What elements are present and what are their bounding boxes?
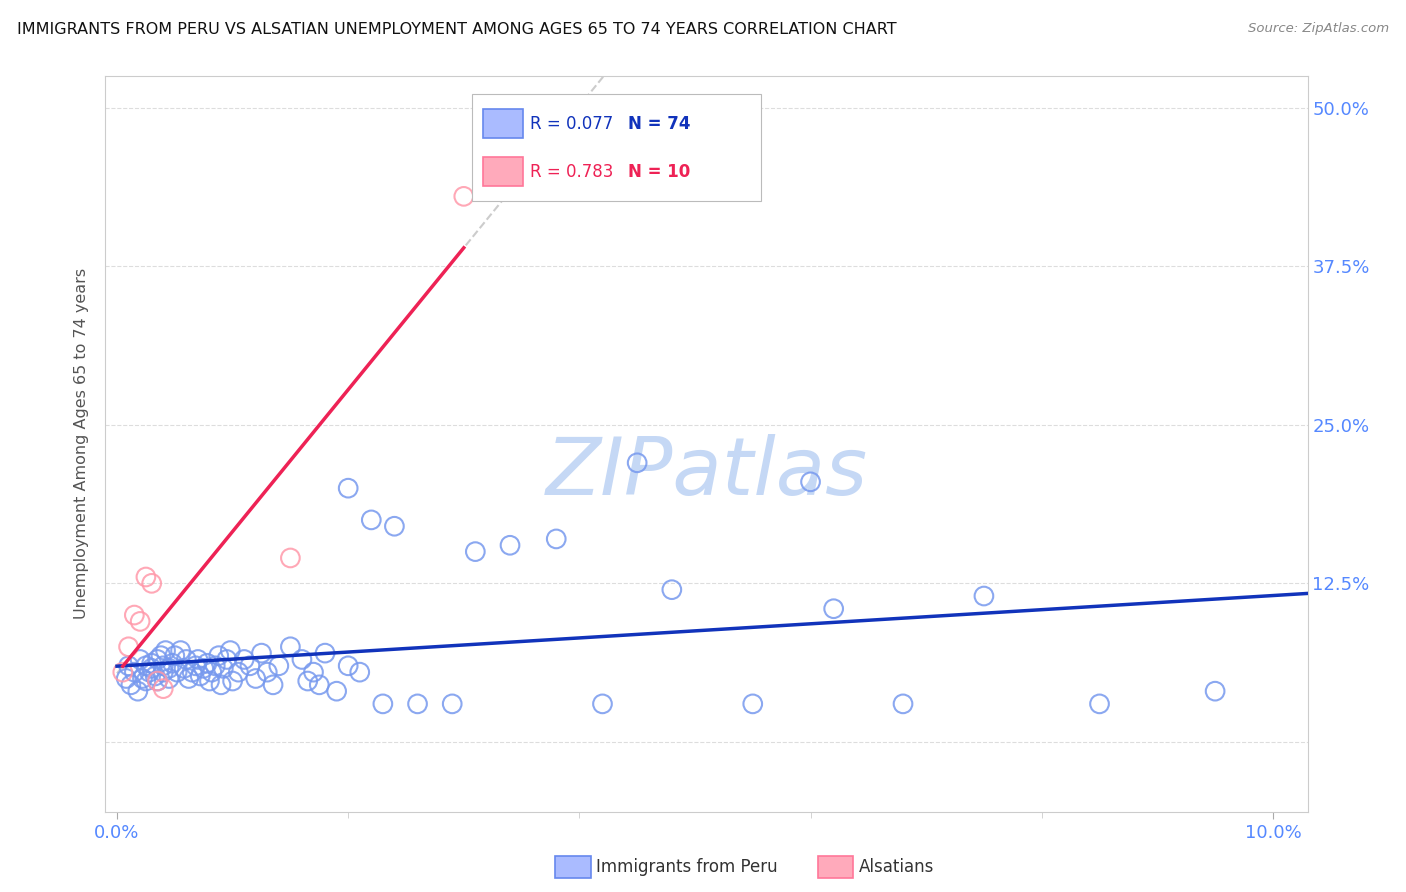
Point xyxy=(221,673,243,688)
Point xyxy=(215,652,238,666)
Point xyxy=(157,661,180,675)
Point xyxy=(157,672,180,686)
Point xyxy=(146,673,169,688)
Point xyxy=(280,640,302,654)
Point xyxy=(149,648,172,663)
Point xyxy=(146,652,169,666)
Point xyxy=(173,661,195,675)
Point xyxy=(141,657,163,671)
Text: Source: ZipAtlas.com: Source: ZipAtlas.com xyxy=(1249,22,1389,36)
Point xyxy=(219,643,242,657)
Text: R = 0.783: R = 0.783 xyxy=(530,162,613,180)
Text: N = 10: N = 10 xyxy=(628,162,690,180)
Point xyxy=(262,678,284,692)
Point xyxy=(184,658,207,673)
Point xyxy=(141,576,163,591)
Point xyxy=(973,589,995,603)
Point xyxy=(325,684,347,698)
Point xyxy=(208,648,231,663)
Point xyxy=(176,652,198,666)
Text: Immigrants from Peru: Immigrants from Peru xyxy=(596,858,778,876)
Point xyxy=(453,189,475,203)
Point xyxy=(169,643,191,657)
Point xyxy=(143,669,166,683)
Point xyxy=(250,646,273,660)
Point xyxy=(111,665,134,680)
Text: ZIPatlas: ZIPatlas xyxy=(546,434,868,512)
Point xyxy=(201,665,224,680)
Point xyxy=(141,661,163,675)
Point xyxy=(177,672,200,686)
Point xyxy=(120,678,142,692)
Point xyxy=(124,608,146,623)
Point xyxy=(256,665,278,680)
Point xyxy=(195,657,218,671)
Point xyxy=(741,697,763,711)
Point xyxy=(233,652,256,666)
Point xyxy=(546,532,568,546)
Text: IMMIGRANTS FROM PERU VS ALSATIAN UNEMPLOYMENT AMONG AGES 65 TO 74 YEARS CORRELAT: IMMIGRANTS FROM PERU VS ALSATIAN UNEMPLO… xyxy=(17,22,897,37)
Point xyxy=(499,538,522,552)
Point xyxy=(127,684,149,698)
Point xyxy=(308,678,330,692)
Point xyxy=(464,544,486,558)
Point xyxy=(193,661,215,675)
Point xyxy=(360,513,382,527)
Point xyxy=(297,673,319,688)
Point xyxy=(245,672,267,686)
Point xyxy=(384,519,406,533)
Point xyxy=(129,652,152,666)
Point xyxy=(823,601,845,615)
Point xyxy=(349,665,371,680)
Point xyxy=(661,582,683,597)
Point xyxy=(166,665,188,680)
Y-axis label: Unemployment Among Ages 65 to 74 years: Unemployment Among Ages 65 to 74 years xyxy=(75,268,90,619)
Text: Alsatians: Alsatians xyxy=(859,858,935,876)
Point xyxy=(181,665,204,680)
Point xyxy=(291,652,314,666)
Point xyxy=(146,673,169,688)
Point xyxy=(138,665,160,680)
Point xyxy=(314,646,336,660)
Point xyxy=(212,661,235,675)
Point xyxy=(406,697,429,711)
Point xyxy=(302,665,325,680)
Point xyxy=(198,673,221,688)
Point xyxy=(152,681,174,696)
Point xyxy=(117,658,139,673)
Point xyxy=(799,475,821,489)
Point xyxy=(441,697,464,711)
Point xyxy=(371,697,394,711)
Point xyxy=(155,643,177,657)
Point xyxy=(280,551,302,566)
Text: N = 74: N = 74 xyxy=(628,114,690,133)
Point xyxy=(337,481,360,495)
Point xyxy=(124,665,146,680)
Point xyxy=(239,658,262,673)
Point xyxy=(135,673,157,688)
Point xyxy=(1088,697,1111,711)
Point xyxy=(162,657,184,671)
Point xyxy=(267,658,290,673)
Point xyxy=(131,672,153,686)
Point xyxy=(115,672,138,686)
Point xyxy=(626,456,648,470)
Point xyxy=(129,615,152,629)
Point xyxy=(135,658,157,673)
Point xyxy=(187,652,209,666)
Point xyxy=(592,697,614,711)
Point xyxy=(337,658,360,673)
Point xyxy=(228,665,250,680)
Point xyxy=(152,658,174,673)
Point xyxy=(117,640,139,654)
Text: R = 0.077: R = 0.077 xyxy=(530,114,613,133)
Point xyxy=(135,570,157,584)
Point xyxy=(891,697,914,711)
Point xyxy=(188,669,211,683)
Point xyxy=(152,665,174,680)
Point xyxy=(204,658,226,673)
Point xyxy=(163,648,186,663)
Point xyxy=(209,678,232,692)
Point xyxy=(1204,684,1226,698)
